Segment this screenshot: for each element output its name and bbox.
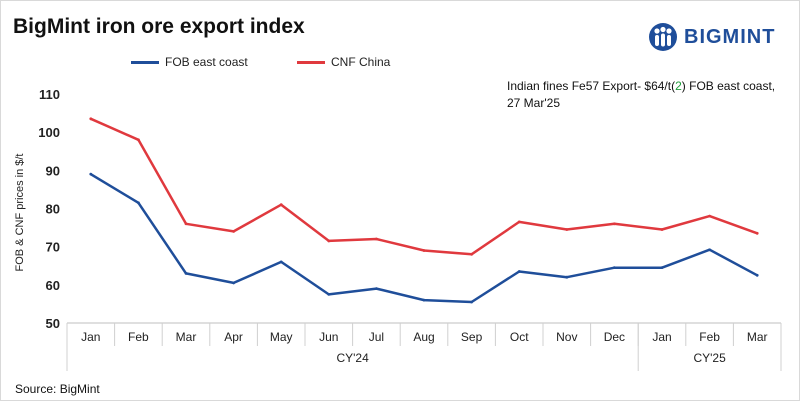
bigmint-logo: BIGMINT <box>648 19 775 55</box>
data-point-cnf <box>660 228 664 231</box>
bigmint-logo-icon <box>649 23 677 51</box>
x-tick-label: Aug <box>413 330 434 344</box>
x-tick-label: Feb <box>699 330 720 344</box>
y-tick-label: 90 <box>46 163 60 178</box>
x-tick-label: Apr <box>224 330 243 344</box>
x-tick-label: Jan <box>652 330 671 344</box>
price-annotation: Indian fines Fe57 Export- $64/t(2) FOB e… <box>507 78 787 112</box>
legend-swatch-cnf <box>297 60 325 64</box>
legend-item-cnf: CNF China <box>297 55 390 69</box>
x-tick-label: Sep <box>461 330 483 344</box>
y-tick-label: 50 <box>46 316 60 331</box>
data-point-cnf <box>232 230 236 233</box>
source-note: Source: BigMint <box>15 382 100 396</box>
data-point-cnf <box>565 228 569 231</box>
data-point-cnf <box>470 252 473 256</box>
data-point-fob <box>327 292 331 296</box>
data-point-fob <box>565 275 569 279</box>
data-point-fob <box>89 172 93 176</box>
x-group-label: CY'24 <box>336 351 369 365</box>
x-tick-label: Feb <box>128 330 149 344</box>
data-point-cnf <box>422 249 426 252</box>
data-point-cnf <box>184 222 188 226</box>
data-point-fob <box>279 260 283 264</box>
data-point-fob <box>755 273 759 277</box>
series-line-cnf <box>89 117 759 256</box>
data-point-fob <box>184 271 188 275</box>
chart-title: BigMint iron ore export index <box>13 15 305 38</box>
data-point-fob <box>660 266 664 270</box>
x-tick-label: May <box>270 330 293 344</box>
series-line-fob <box>89 172 759 304</box>
data-point-cnf <box>708 214 711 218</box>
data-point-cnf <box>613 222 616 226</box>
y-tick-label: 80 <box>46 202 60 217</box>
x-tick-label: Jul <box>369 330 384 344</box>
annotation-suffix: ) FOB east coast, <box>681 79 776 93</box>
y-axis-label: FOB & CNF prices in $/t <box>14 154 26 272</box>
data-point-fob <box>422 298 426 302</box>
data-point-cnf <box>755 231 759 235</box>
data-point-fob <box>470 300 473 304</box>
legend-item-fob: FOB east coast <box>131 55 248 69</box>
x-group-label: CY'25 <box>693 351 726 365</box>
data-point-fob <box>137 201 140 205</box>
data-point-cnf <box>375 237 378 241</box>
y-tick-label: 100 <box>38 125 60 140</box>
y-tick-label: 110 <box>39 87 60 102</box>
data-point-fob <box>375 287 378 291</box>
x-tick-label: Mar <box>747 330 768 344</box>
data-point-cnf <box>137 138 140 142</box>
data-point-cnf <box>89 117 93 121</box>
data-point-fob <box>517 270 521 273</box>
x-tick-label: Jan <box>81 330 100 344</box>
y-tick-label: 70 <box>46 240 60 255</box>
logo-text: BIGMINT <box>684 25 776 48</box>
data-point-cnf <box>279 203 283 207</box>
annotation-prefix: Indian fines Fe57 Export- $64/t( <box>507 79 676 93</box>
x-tick-label: Jun <box>319 330 338 344</box>
x-tick-label: Dec <box>604 330 625 344</box>
annotation-change: 2 <box>675 79 682 93</box>
x-tick-label: Nov <box>556 330 577 344</box>
x-tick-label: Mar <box>176 330 197 344</box>
legend-swatch-fob <box>131 60 159 64</box>
data-point-fob <box>708 248 711 252</box>
legend-label-fob: FOB east coast <box>165 55 248 69</box>
y-tick-label: 60 <box>46 278 60 293</box>
x-tick-label: Oct <box>510 330 529 344</box>
data-point-cnf <box>517 220 521 224</box>
annotation-date: 27 Mar'25 <box>507 96 560 110</box>
legend-label-cnf: CNF China <box>331 55 391 69</box>
data-point-cnf <box>327 239 331 243</box>
data-point-fob <box>613 266 616 270</box>
data-point-fob <box>232 281 236 285</box>
